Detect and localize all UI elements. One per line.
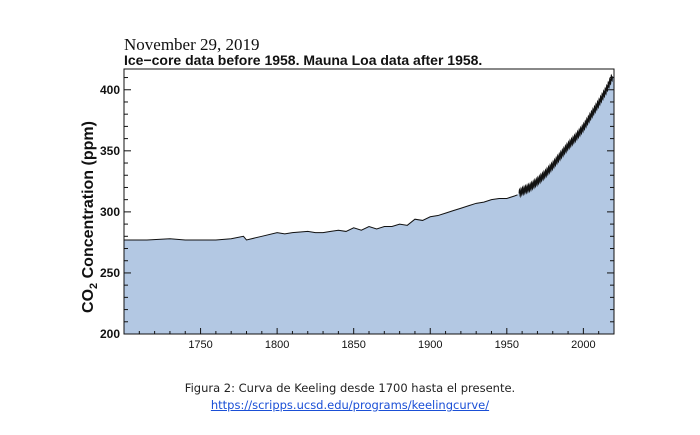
chart-title: Ice−core data before 1958. Mauna Loa dat… [124, 52, 483, 68]
y-label-co: CO [79, 288, 97, 313]
co2-area-fill [124, 75, 614, 335]
date-label: November 29, 2019 [124, 35, 260, 54]
y-tick-label: 400 [100, 83, 120, 97]
x-tick-label: 2000 [571, 339, 595, 351]
x-tick-label: 1750 [188, 339, 212, 351]
maunaloa-series-line [518, 73, 613, 199]
y-axis-label: CO2 Concentration (ppm) [80, 121, 100, 313]
y-tick-label: 300 [100, 205, 120, 219]
y-label-rest: Concentration (ppm) [79, 121, 97, 283]
y-tick-label: 250 [100, 266, 120, 280]
y-label-subscript: 2 [88, 282, 101, 289]
x-tick-label: 1950 [495, 339, 519, 351]
x-axis: 1750 1800 1850 1900 1950 2000 [138, 328, 615, 351]
y-tick-label: 350 [100, 144, 120, 158]
x-tick-label: 1850 [341, 339, 365, 351]
figure-caption: Figura 2: Curva de Keeling desde 1700 ha… [184, 381, 516, 395]
y-axis: 200 250 300 350 400 [100, 77, 614, 341]
x-tick-label: 1900 [418, 339, 442, 351]
y-tick-label: 200 [100, 327, 120, 341]
source-link[interactable]: https://scripps.ucsd.edu/programs/keelin… [210, 398, 490, 412]
x-tick-label: 1800 [265, 339, 289, 351]
icecore-series-line [124, 194, 518, 241]
